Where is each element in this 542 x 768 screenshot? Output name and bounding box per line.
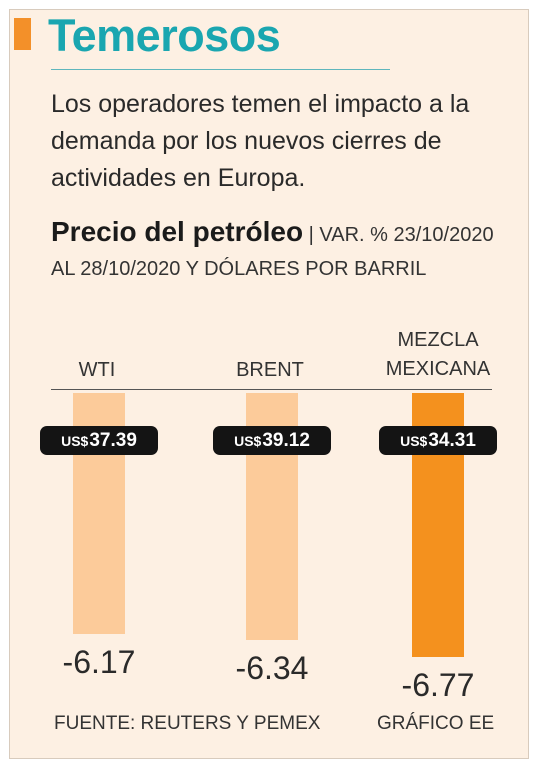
headline: Temerosos [48, 10, 281, 61]
category-axis-line [51, 389, 492, 390]
source-note: FUENTE: REUTERS Y PEMEX [54, 713, 321, 734]
data-label: -6.17 [62, 643, 136, 680]
currency-label: US$ [61, 432, 89, 449]
chart-title: Precio del petróleo [51, 216, 304, 247]
accent-bar [14, 18, 31, 50]
graphic-credit: GRÁFICO EE [377, 713, 495, 734]
price-label: US$ 34.31 [379, 426, 497, 455]
price-value: 34.31 [428, 429, 476, 451]
category-label: WTI [78, 359, 116, 381]
category-label: BRENT [236, 359, 304, 381]
category-label: MEZCLA MEXICANA [385, 329, 491, 380]
headline-divider [51, 69, 390, 70]
price-label: US$ 37.39 [40, 426, 158, 455]
currency-label: US$ [400, 432, 428, 449]
chart-heading: Precio del petróleo | VAR. % 23/10/2020 … [51, 215, 501, 286]
price-label: US$ 39.12 [213, 426, 331, 455]
chart-subtitle: VAR. % 23/10/2020 AL 28/10/2020 Y DÓLARE… [51, 224, 494, 280]
data-label: -6.77 [401, 667, 475, 704]
title-separator: | [308, 224, 320, 246]
data-label: -6.34 [235, 650, 309, 687]
currency-label: US$ [234, 432, 262, 449]
lede-text: Los operadores temen el impacto a la dem… [51, 90, 470, 192]
price-value: 37.39 [89, 429, 137, 451]
price-value: 39.12 [262, 429, 310, 451]
